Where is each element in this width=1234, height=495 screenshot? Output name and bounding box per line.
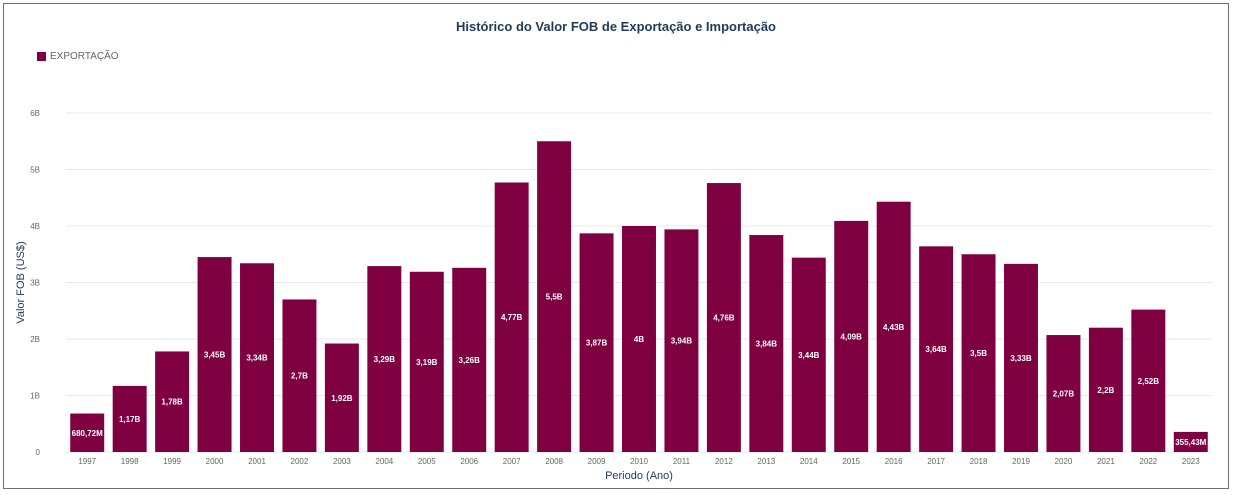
x-tick-label: 2010 xyxy=(630,457,648,466)
bar-value-label: 3,84B xyxy=(756,340,778,349)
x-tick-label: 2012 xyxy=(715,457,733,466)
bar-value-label: 680,72M xyxy=(72,429,103,438)
x-tick-label: 2016 xyxy=(885,457,903,466)
bar-value-label: 3,64B xyxy=(925,345,947,354)
x-axis-label: Periodo (Ano) xyxy=(605,470,673,482)
y-tick-label: 4B xyxy=(30,222,40,231)
bar-value-label: 1,78B xyxy=(161,398,183,407)
bar-value-label: 3,87B xyxy=(586,339,608,348)
bar-value-label: 2,52B xyxy=(1138,377,1160,386)
x-tick-label: 2011 xyxy=(673,457,691,466)
bar-2002[interactable] xyxy=(282,299,317,452)
x-tick-label: 2006 xyxy=(460,457,478,466)
bar-1997[interactable] xyxy=(70,413,105,452)
x-tick-label: 2022 xyxy=(1139,457,1157,466)
bar-value-label: 3,44B xyxy=(798,351,820,360)
bar-value-label: 4,76B xyxy=(713,314,735,323)
bar-value-label: 3,5B xyxy=(970,349,987,358)
bar-1999[interactable] xyxy=(155,351,190,452)
x-tick-label: 2007 xyxy=(503,457,521,466)
bar-2023[interactable] xyxy=(1173,431,1208,452)
bar-value-label: 2,2B xyxy=(1097,386,1114,395)
x-tick-label: 2023 xyxy=(1182,457,1200,466)
legend[interactable]: EXPORTAÇÃO xyxy=(37,51,119,62)
bar-2005[interactable] xyxy=(409,271,444,452)
bar-value-label: 4,43B xyxy=(883,323,905,332)
x-tick-label: 2020 xyxy=(1055,457,1073,466)
bar-value-label: 4,77B xyxy=(501,313,523,322)
bar-value-label: 3,26B xyxy=(459,356,481,365)
x-tick-label: 2015 xyxy=(842,457,860,466)
x-tick-label: 1999 xyxy=(163,457,181,466)
x-tick-label: 2009 xyxy=(588,457,606,466)
bar-2007[interactable] xyxy=(494,182,529,452)
y-tick-label: 5B xyxy=(30,166,40,175)
bar-value-label: 1,92B xyxy=(331,394,353,403)
bar-value-label: 2,07B xyxy=(1053,390,1075,399)
bar-2015[interactable] xyxy=(834,220,869,452)
bar-2000[interactable] xyxy=(197,257,232,452)
bar-value-label: 3,94B xyxy=(671,337,693,346)
bar-value-label: 1,17B xyxy=(119,415,141,424)
bar-value-label: 3,45B xyxy=(204,351,226,360)
bar-value-label: 3,34B xyxy=(246,354,268,363)
bar-2001[interactable] xyxy=(240,263,274,452)
bar-2019[interactable] xyxy=(1004,263,1038,452)
bar-value-label: 3,29B xyxy=(374,355,396,364)
bar-2006[interactable] xyxy=(452,267,487,452)
bar-1998[interactable] xyxy=(112,385,147,452)
bar-2012[interactable] xyxy=(706,183,741,452)
x-tick-label: 2000 xyxy=(206,457,224,466)
bar-2021[interactable] xyxy=(1088,327,1123,452)
x-tick-label: 2017 xyxy=(927,457,945,466)
bar-value-label: 4,09B xyxy=(841,332,863,341)
bar-2022[interactable] xyxy=(1131,309,1166,452)
bar-2010[interactable] xyxy=(622,226,656,452)
x-tick-label: 1998 xyxy=(121,457,139,466)
x-tick-label: 2004 xyxy=(375,457,393,466)
x-tick-label: 2018 xyxy=(970,457,988,466)
x-tick-label: 2005 xyxy=(418,457,436,466)
bar-value-label: 355,43M xyxy=(1175,438,1206,447)
bar-value-label: 4B xyxy=(634,335,644,344)
bar-2004[interactable] xyxy=(367,266,402,452)
x-tick-label: 2003 xyxy=(333,457,351,466)
chart-title: Histórico do Valor FOB de Exportação e I… xyxy=(455,19,777,34)
x-tick-label: 2002 xyxy=(291,457,309,466)
bar-2017[interactable] xyxy=(919,246,954,452)
bar-2003[interactable] xyxy=(324,343,359,452)
x-tick-label: 2008 xyxy=(545,457,563,466)
bar-2013[interactable] xyxy=(749,235,784,452)
x-tick-label: 2021 xyxy=(1097,457,1115,466)
bar-value-label: 2,7B xyxy=(291,372,308,381)
bar-2008[interactable] xyxy=(537,141,572,452)
bar-2014[interactable] xyxy=(791,257,826,452)
x-tick-label: 2013 xyxy=(757,457,775,466)
y-tick-label: 2B xyxy=(30,335,40,344)
bar-2020[interactable] xyxy=(1046,335,1081,452)
y-tick-label: 0 xyxy=(36,448,41,457)
y-axis-label: Valor FOB (US$) xyxy=(15,241,27,323)
legend-label: EXPORTAÇÃO xyxy=(50,51,119,62)
bar-value-label: 5,5B xyxy=(546,293,563,302)
bar-2011[interactable] xyxy=(664,229,699,452)
y-tick-label: 3B xyxy=(30,279,40,288)
bar-2009[interactable] xyxy=(579,233,614,452)
x-tick-label: 2014 xyxy=(800,457,818,466)
x-tick-label: 2019 xyxy=(1012,457,1030,466)
bar-2018[interactable] xyxy=(961,254,996,452)
bar-value-label: 3,33B xyxy=(1010,354,1032,363)
bar-value-label: 3,19B xyxy=(416,358,438,367)
bar-2016[interactable] xyxy=(876,201,911,452)
y-tick-label: 1B xyxy=(30,392,40,401)
x-tick-label: 1997 xyxy=(78,457,96,466)
legend-swatch xyxy=(37,52,46,61)
x-tick-label: 2001 xyxy=(248,457,266,466)
y-tick-label: 6B xyxy=(30,109,40,118)
